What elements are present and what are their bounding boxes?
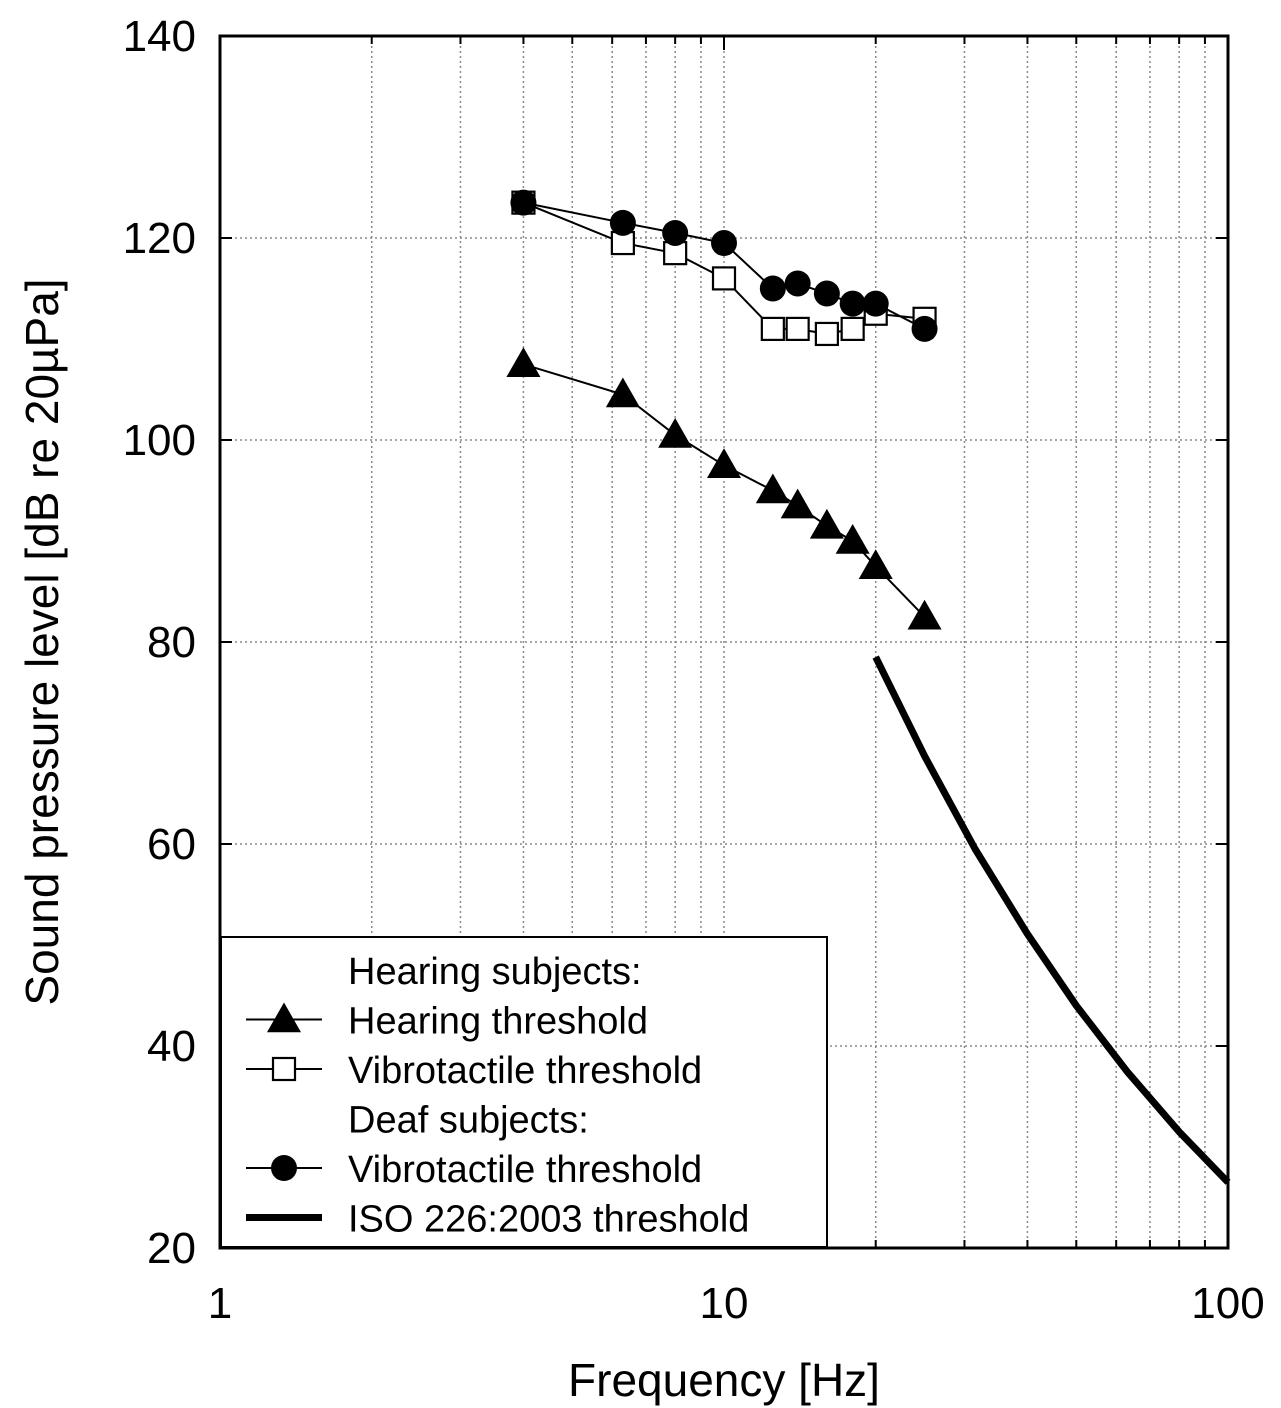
legend-entry-4: Vibrotactile threshold [246,1149,702,1191]
legend-label: Vibrotactile threshold [348,1149,702,1191]
legend-entry-0: Hearing subjects: [348,951,642,993]
legend-label: ISO 226:2003 threshold [348,1199,749,1241]
triangle-marker [658,417,693,448]
triangle-marker [780,488,815,519]
legend-entry-1: Hearing threshold [246,1001,648,1043]
x-axis-title: Frequency [Hz] [568,1354,880,1406]
circle-marker [813,280,840,307]
triangle-marker [707,448,741,478]
square-marker [814,321,839,347]
triangle-marker [809,508,844,539]
legend-label: Hearing threshold [348,1001,648,1043]
circle-marker [609,209,636,236]
y-axis-title: Sound pressure level [dB re 20µPa] [16,278,68,1005]
legend-entry-3: Deaf subjects: [348,1100,589,1142]
circle-marker [510,189,537,216]
y-tick-label: 140 [123,12,196,61]
plot-series [506,189,1231,1185]
y-tick-label: 80 [147,618,196,667]
legend: Hearing subjects: Hearing threshold Vibrot… [220,936,828,1248]
circle-marker [862,290,889,317]
circle-marker [839,290,866,317]
x-tick-label: 10 [700,1279,749,1328]
circle-marker [784,270,811,297]
circle-marker [662,219,689,246]
series-3 [872,655,1231,1185]
y-tick-label: 20 [147,1224,196,1273]
triangle-marker [755,473,790,504]
legend-label: Hearing subjects: [348,951,642,993]
circle-marker [911,315,938,342]
legend-entry-2: Vibrotactile threshold [246,1050,702,1092]
triangle-marker [907,599,942,630]
x-tick-label: 100 [1191,1279,1264,1328]
legend-entry-5: ISO 226:2003 threshold [246,1199,749,1241]
circle-marker [711,230,737,257]
triangle-marker [267,1002,301,1033]
y-tick-label: 60 [147,820,196,869]
square-marker [711,266,737,291]
square-marker [760,316,785,341]
legend-label: Deaf subjects: [348,1100,589,1142]
y-tick-label: 40 [147,1022,196,1071]
series-0 [506,347,942,630]
series-line [872,655,1231,1185]
triangle-marker [835,524,870,554]
triangle-marker [858,549,893,579]
x-tick-label: 1 [208,1279,232,1328]
legend-label: Vibrotactile threshold [348,1050,702,1092]
triangle-marker [506,347,541,377]
legend-box [220,936,828,1248]
y-tick-label: 120 [123,214,196,263]
circle-marker [271,1155,297,1181]
square-marker [271,1056,297,1082]
series-2 [510,189,938,342]
y-tick-label: 100 [123,416,196,465]
square-marker [840,316,865,341]
circle-marker [759,275,786,302]
triangle-marker [605,377,640,408]
square-marker [785,316,810,341]
